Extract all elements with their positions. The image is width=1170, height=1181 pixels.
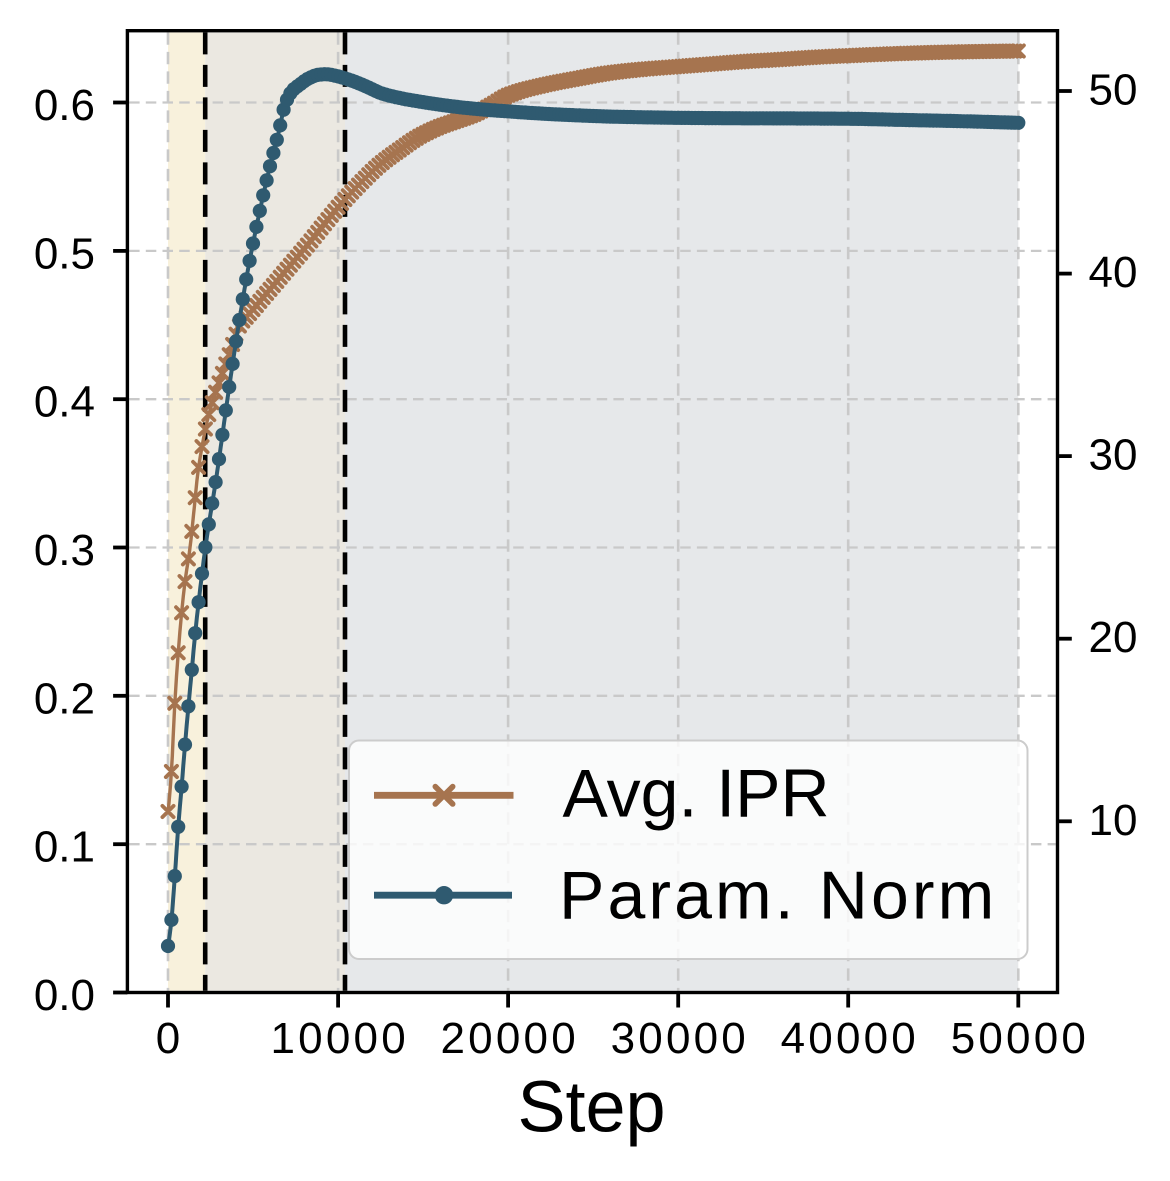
svg-text:40: 40 (1089, 248, 1138, 297)
svg-text:0: 0 (156, 1014, 180, 1063)
svg-text:0.3: 0.3 (34, 526, 95, 575)
svg-text:10000: 10000 (271, 1014, 409, 1063)
svg-text:0.0: 0.0 (34, 971, 95, 1020)
svg-text:20000: 20000 (441, 1014, 579, 1063)
svg-text:40000: 40000 (781, 1014, 919, 1063)
svg-text:0.5: 0.5 (34, 229, 95, 278)
svg-text:Step: Step (517, 1068, 665, 1148)
svg-text:0.2: 0.2 (34, 674, 95, 723)
svg-text:50000: 50000 (951, 1014, 1089, 1063)
svg-text:30: 30 (1089, 431, 1138, 480)
svg-text:30000: 30000 (611, 1014, 749, 1063)
svg-text:0.4: 0.4 (34, 378, 95, 427)
svg-text:20: 20 (1089, 613, 1138, 662)
svg-text:10: 10 (1089, 796, 1138, 845)
svg-text:0.6: 0.6 (34, 81, 95, 130)
svg-text:50: 50 (1089, 66, 1138, 115)
svg-text:0.1: 0.1 (34, 823, 95, 872)
svg-text:Param. Norm: Param. Norm (559, 858, 997, 934)
svg-text:Avg. IPR: Avg. IPR (563, 756, 830, 832)
